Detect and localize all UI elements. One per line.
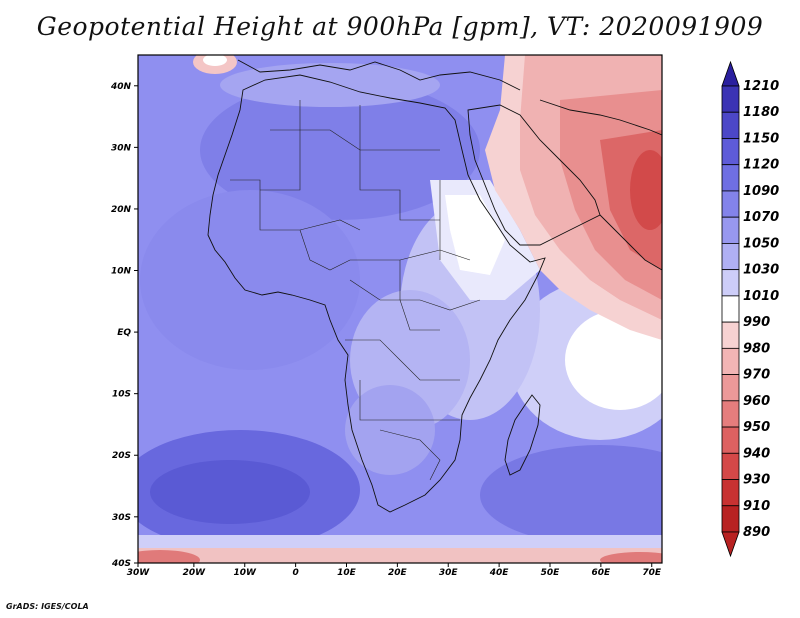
colorbar-box — [721, 321, 740, 349]
lon-label: 60E — [592, 568, 612, 578]
colorbar-box — [721, 190, 740, 218]
axis-ticks — [134, 85, 653, 567]
colorbar-label: 990 — [743, 315, 770, 330]
lat-label: 40S — [111, 559, 131, 569]
lon-label: 10E — [337, 568, 357, 578]
colorbar-box — [721, 452, 740, 480]
longitude-labels: 30W 20W 10W 0 10E 20E 30E 40E 50E 60E 70E — [127, 568, 662, 578]
colorbar-label: 1210 — [743, 79, 779, 94]
grads-credit: GrADS: IGES/COLA — [6, 602, 89, 611]
colorbar-box — [721, 138, 740, 166]
colorbar-label: 950 — [743, 420, 770, 435]
colorbar-label: 960 — [743, 394, 770, 409]
colorbar-box — [721, 111, 740, 139]
lat-label: 30N — [111, 143, 132, 153]
colorbar-box — [721, 374, 740, 402]
colorbar-label: 1050 — [743, 236, 779, 251]
lat-label: 20N — [111, 205, 132, 215]
lat-label: 40N — [110, 82, 132, 92]
colorbar-box — [721, 295, 740, 323]
africa-coastline — [207, 74, 546, 513]
lat-label: 10N — [111, 267, 132, 277]
lat-label: 30S — [112, 513, 131, 523]
colorbar-box — [721, 269, 740, 297]
lon-label: 50E — [541, 568, 561, 578]
colorbar-label: 940 — [743, 446, 770, 461]
colorbar-box — [721, 164, 740, 192]
colorbar-label: 1030 — [743, 263, 779, 278]
colorbar-box — [721, 400, 740, 428]
colorbar-box — [721, 85, 740, 113]
colorbar-box — [721, 426, 740, 454]
lon-label: 10W — [234, 568, 258, 578]
height-field — [138, 55, 662, 563]
arabia-coastline — [467, 104, 601, 246]
colorbar-label: 1180 — [743, 105, 779, 120]
colorbar-box — [721, 505, 740, 533]
lon-label: 20E — [388, 568, 408, 578]
lon-label: 20W — [183, 568, 207, 578]
colorbar-label: 910 — [743, 499, 770, 514]
chart-title: Geopotential Height at 900hPa [gpm], VT:… — [36, 12, 764, 41]
lon-label: 70E — [642, 568, 662, 578]
colorbar-label: 1090 — [743, 184, 779, 199]
colorbar: 1210 1180 1150 1120 1090 1070 1050 1030 1010 990 9… — [721, 60, 779, 558]
colorbar-label: 980 — [743, 341, 770, 356]
lon-label: 30E — [439, 568, 459, 578]
colorbar-label: 970 — [743, 368, 770, 383]
colorbar-box — [721, 216, 740, 244]
colorbar-label: 930 — [743, 473, 770, 488]
country-borders — [230, 100, 481, 481]
latitude-labels: 40N 30N 20N 10N EQ 10S 20S 30S 40S — [110, 82, 132, 569]
colorbar-label: 1120 — [743, 158, 779, 173]
colorbar-arrow-top — [721, 60, 740, 87]
lat-label: EQ — [117, 328, 131, 338]
colorbar-label: 1010 — [743, 289, 779, 304]
coastlines — [207, 59, 662, 513]
lon-label: 0 — [292, 568, 298, 578]
madagascar-coastline — [504, 394, 541, 476]
colorbar-label: 1070 — [743, 210, 779, 225]
lon-label: 30W — [127, 568, 151, 578]
europe-coastline — [237, 59, 521, 91]
colorbar-box — [721, 347, 740, 375]
lat-label: 10S — [112, 390, 131, 400]
colorbar-box — [721, 479, 740, 507]
colorbar-arrow-bottom — [721, 531, 740, 558]
colorbar-box — [721, 243, 740, 271]
map-frame — [137, 54, 663, 564]
colorbar-label: 890 — [743, 525, 770, 540]
colorbar-label: 1150 — [743, 131, 779, 146]
lat-label: 20S — [112, 451, 131, 461]
lon-label: 40E — [489, 568, 510, 578]
